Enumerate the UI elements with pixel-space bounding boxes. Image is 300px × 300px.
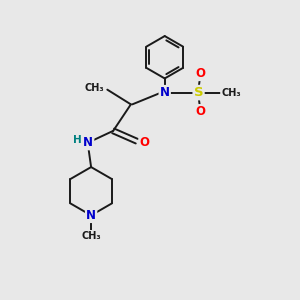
Text: O: O [195, 105, 205, 118]
Text: CH₃: CH₃ [81, 231, 101, 241]
Text: S: S [194, 86, 203, 99]
Text: CH₃: CH₃ [84, 83, 104, 93]
Text: O: O [140, 136, 150, 149]
Text: N: N [83, 136, 93, 149]
Text: N: N [86, 209, 96, 222]
Text: CH₃: CH₃ [221, 88, 241, 98]
Text: O: O [195, 67, 205, 80]
Text: H: H [73, 135, 81, 145]
Text: N: N [160, 86, 170, 99]
